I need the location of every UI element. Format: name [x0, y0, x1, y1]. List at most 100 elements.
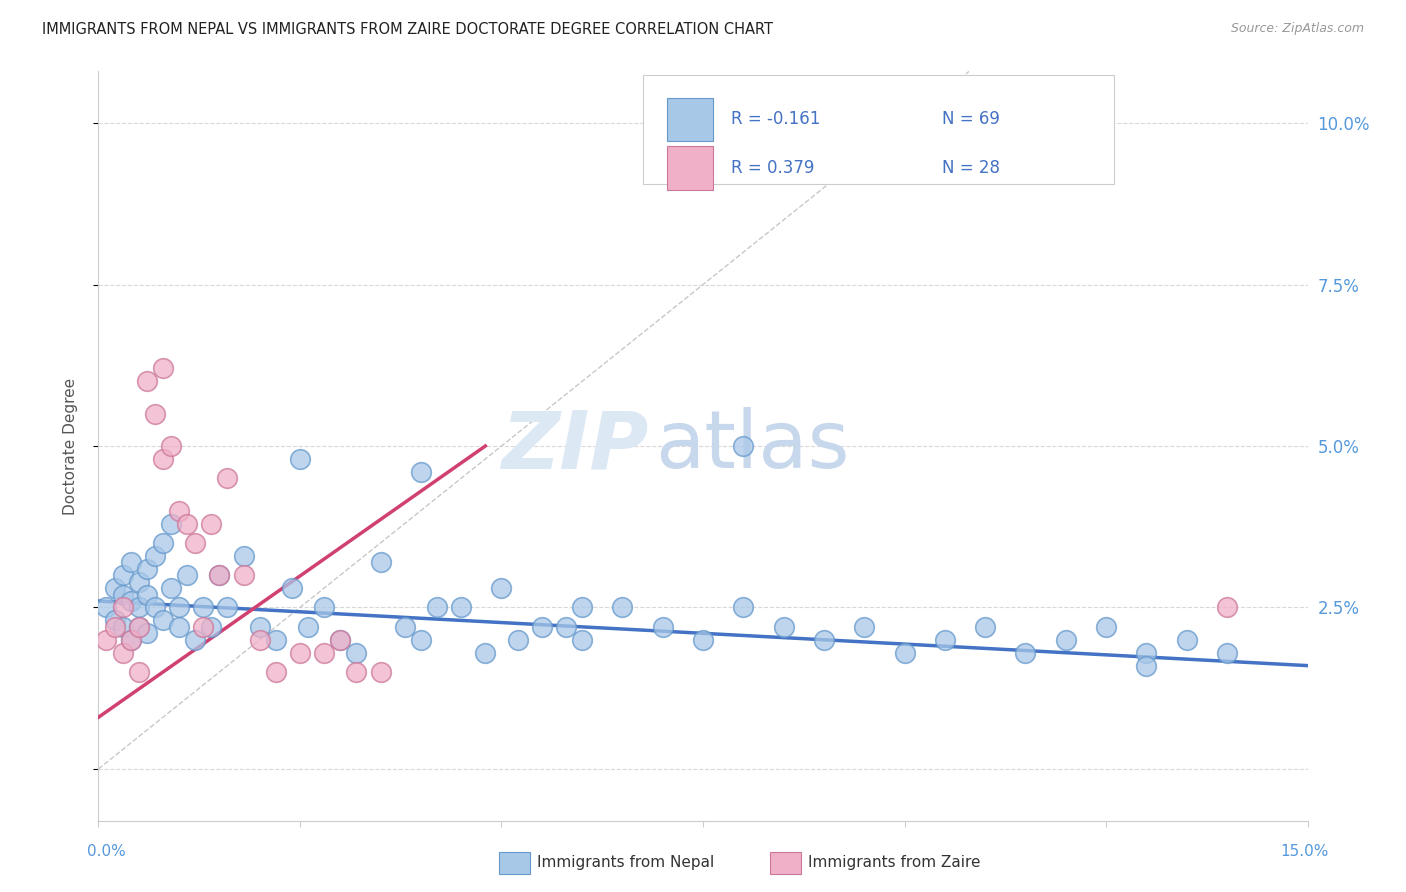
Point [1216, 600, 1239, 615]
Point [232, 568, 254, 582]
Point [120, 632, 142, 647]
Point [111, 600, 134, 615]
Point [217, 600, 239, 615]
Point [934, 632, 956, 647]
Point [394, 620, 416, 634]
Point [128, 574, 150, 589]
Text: N = 28: N = 28 [942, 159, 1001, 177]
Text: IMMIGRANTS FROM NEPAL VS IMMIGRANTS FROM ZAIRE DOCTORATE DEGREE CORRELATION CHAR: IMMIGRANTS FROM NEPAL VS IMMIGRANTS FROM… [42, 22, 773, 37]
Point [128, 620, 150, 634]
Point [152, 536, 174, 550]
Point [143, 407, 166, 421]
Point [344, 665, 367, 679]
Point [1014, 646, 1036, 660]
Point [200, 516, 222, 531]
Point [1216, 646, 1239, 660]
Point [491, 581, 513, 595]
Point [506, 632, 529, 647]
Point [893, 646, 915, 660]
Point [217, 471, 239, 485]
Point [200, 620, 222, 634]
Point [288, 646, 311, 660]
Point [450, 600, 472, 615]
Point [232, 549, 254, 563]
Point [329, 632, 352, 647]
Point [281, 581, 304, 595]
Point [128, 620, 150, 634]
FancyBboxPatch shape [643, 75, 1114, 184]
Point [135, 626, 157, 640]
Point [853, 620, 876, 634]
Point [111, 646, 134, 660]
Point [733, 600, 755, 615]
Point [111, 588, 134, 602]
Point [184, 536, 207, 550]
Text: N = 69: N = 69 [942, 111, 1000, 128]
Point [103, 620, 125, 634]
Text: R = 0.379: R = 0.379 [731, 159, 814, 177]
Point [135, 588, 157, 602]
Text: Immigrants from Nepal: Immigrants from Nepal [537, 855, 714, 870]
Point [160, 439, 183, 453]
Text: atlas: atlas [655, 407, 849, 485]
Point [176, 516, 198, 531]
Point [692, 632, 714, 647]
Point [426, 600, 449, 615]
Point [135, 562, 157, 576]
Point [143, 549, 166, 563]
Point [152, 451, 174, 466]
Point [409, 465, 432, 479]
Point [344, 646, 367, 660]
Point [111, 568, 134, 582]
Point [128, 665, 150, 679]
Point [143, 600, 166, 615]
Point [314, 600, 336, 615]
Text: 0.0%: 0.0% [87, 845, 127, 859]
Point [733, 439, 755, 453]
Point [160, 516, 183, 531]
Point [128, 600, 150, 615]
Point [249, 632, 271, 647]
Point [152, 361, 174, 376]
Point [651, 620, 673, 634]
Point [264, 665, 287, 679]
Point [409, 632, 432, 647]
Point [612, 600, 634, 615]
Point [184, 632, 207, 647]
Point [314, 646, 336, 660]
Point [370, 665, 392, 679]
Point [813, 632, 835, 647]
Point [167, 503, 190, 517]
Point [120, 632, 142, 647]
Point [1054, 632, 1077, 647]
Point [571, 632, 593, 647]
Point [120, 555, 142, 569]
Text: Immigrants from Zaire: Immigrants from Zaire [808, 855, 981, 870]
Point [1135, 658, 1157, 673]
Point [111, 620, 134, 634]
Text: R = -0.161: R = -0.161 [731, 111, 820, 128]
Point [1175, 632, 1198, 647]
Point [193, 600, 215, 615]
Point [193, 620, 215, 634]
Point [530, 620, 553, 634]
Point [264, 632, 287, 647]
Y-axis label: Doctorate Degree: Doctorate Degree [63, 377, 77, 515]
Point [152, 614, 174, 628]
Point [249, 620, 271, 634]
Point [167, 620, 190, 634]
Point [160, 581, 183, 595]
Point [103, 581, 125, 595]
Point [120, 594, 142, 608]
Point [208, 568, 231, 582]
Point [96, 632, 118, 647]
Point [370, 555, 392, 569]
Point [135, 375, 157, 389]
Point [474, 646, 496, 660]
Text: ZIP: ZIP [501, 407, 648, 485]
Point [772, 620, 794, 634]
Point [103, 614, 125, 628]
Point [288, 451, 311, 466]
Point [176, 568, 198, 582]
Point [974, 620, 997, 634]
